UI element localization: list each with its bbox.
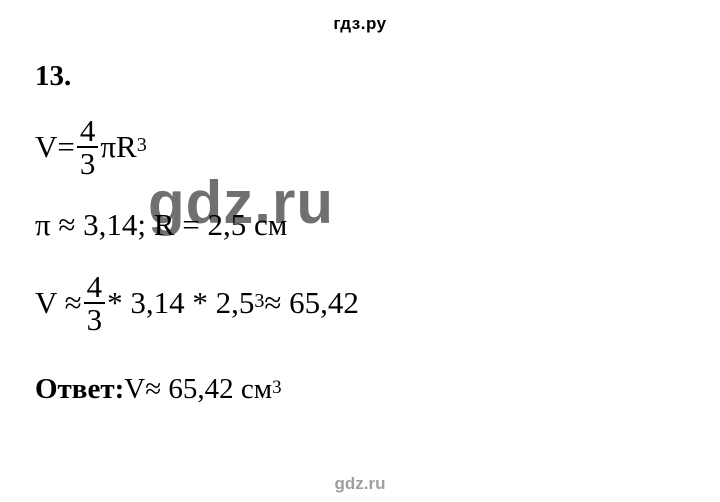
answer-value: V≈ 65,42 см bbox=[124, 373, 272, 406]
calc-frac-den: 3 bbox=[84, 302, 106, 335]
calc-tail-a: * 3,14 * 2,5 bbox=[107, 285, 254, 321]
formula-eq: = bbox=[57, 129, 74, 165]
calc-exp: 3 bbox=[254, 290, 264, 313]
answer-exp: 3 bbox=[272, 377, 281, 399]
watermark-footer: gdz.ru bbox=[0, 474, 720, 494]
answer-line: Ответ: V≈ 65,42 см 3 bbox=[35, 373, 685, 406]
page: гдз.ру 13. V = 4 3 π R 3 π ≈ 3,14; R = 2… bbox=[0, 0, 720, 502]
problem-number: 13. bbox=[35, 60, 685, 93]
formula-lhs: V bbox=[35, 129, 57, 165]
calc-lhs: V ≈ bbox=[35, 285, 82, 321]
site-header: гдз.ру bbox=[0, 14, 720, 34]
given-text: π ≈ 3,14; R = 2,5 см bbox=[35, 207, 287, 243]
formula-exp: 3 bbox=[137, 134, 147, 157]
calc-line: V ≈ 4 3 * 3,14 * 2,5 3 ≈ 65,42 bbox=[35, 271, 685, 335]
site-header-text: гдз.ру bbox=[333, 14, 386, 33]
calc-fraction: 4 3 bbox=[84, 271, 106, 335]
solution-content: 13. V = 4 3 π R 3 π ≈ 3,14; R = 2,5 см V… bbox=[35, 60, 685, 406]
formula-line: V = 4 3 π R 3 bbox=[35, 115, 685, 179]
calc-frac-num: 4 bbox=[84, 271, 106, 302]
given-line: π ≈ 3,14; R = 2,5 см bbox=[35, 207, 685, 243]
formula-frac-den: 3 bbox=[77, 146, 99, 179]
formula-pi: π bbox=[100, 129, 116, 165]
problem-number-text: 13. bbox=[35, 60, 71, 93]
formula-frac-num: 4 bbox=[77, 115, 99, 146]
answer-label: Ответ: bbox=[35, 373, 124, 406]
calc-tail-b: ≈ 65,42 bbox=[264, 285, 359, 321]
formula-R: R bbox=[116, 129, 137, 165]
formula-fraction: 4 3 bbox=[77, 115, 99, 179]
